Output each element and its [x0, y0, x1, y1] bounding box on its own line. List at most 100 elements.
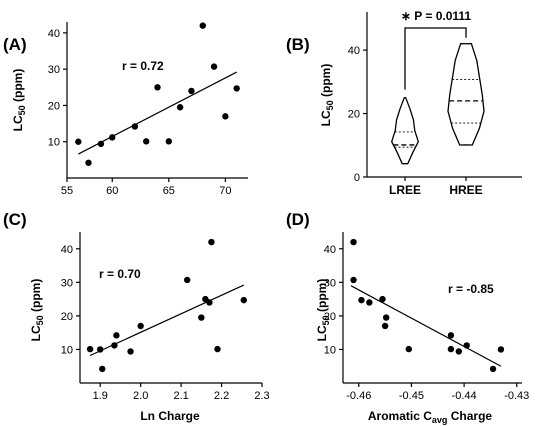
y-axis-label: LC50 (ppm) — [11, 69, 27, 132]
data-point — [199, 22, 206, 29]
y-axis-label-subscript: 50 — [321, 315, 331, 325]
x-tick-label: 55 — [61, 185, 73, 197]
x-tick-label: 2.3 — [254, 390, 269, 402]
data-point — [131, 123, 139, 130]
data-point — [113, 332, 120, 339]
panel-2: 1.9 2.0 2.1 2.2 2.3 10 20 30 40 (C) r = 0.70 LC50 (… — [3, 210, 270, 423]
y-tick-label: 20 — [48, 100, 60, 112]
data-point — [85, 159, 92, 166]
y-tick-label: 0 — [354, 172, 360, 184]
correlation-label: r = 0.70 — [99, 267, 141, 281]
y-tick-label: 20 — [61, 311, 73, 323]
data-point — [206, 299, 213, 306]
data-point — [455, 348, 463, 355]
x-tick-label: -0.44 — [452, 390, 477, 402]
y-tick-label: 10 — [61, 344, 73, 356]
data-point — [208, 238, 215, 246]
y-axis-label: LC50 (ppm) — [29, 279, 45, 342]
data-point — [240, 296, 247, 304]
panel-label: (C) — [3, 210, 27, 229]
x-tick-label: 70 — [219, 185, 231, 197]
data-point — [154, 84, 161, 91]
x-tick-label: -0.46 — [346, 390, 371, 402]
data-point — [489, 365, 497, 373]
data-point — [210, 63, 218, 70]
data-point — [366, 299, 373, 306]
data-point — [165, 138, 173, 145]
y-tick-label: 20 — [324, 311, 336, 323]
data-point — [75, 138, 82, 145]
data-point — [233, 85, 240, 92]
data-point — [350, 276, 357, 284]
y-tick-label: 30 — [61, 277, 73, 289]
y-tick-label: 40 — [348, 45, 360, 57]
data-point — [109, 134, 116, 141]
data-point — [198, 314, 205, 321]
regression-line — [78, 71, 237, 155]
data-point — [97, 140, 105, 148]
data-point — [497, 346, 505, 353]
y-tick-label: 30 — [324, 277, 336, 289]
y-tick-label: 10 — [48, 137, 60, 149]
y-axis-label: LC50 (ppm) — [319, 64, 335, 127]
y-axis-label-subscript: 50 — [325, 100, 335, 110]
y-tick-label: 40 — [61, 244, 73, 256]
y-axis-label-subscript: 50 — [17, 105, 27, 115]
data-point — [86, 345, 94, 353]
y-tick-label: 30 — [48, 64, 60, 76]
panel-0: 55 60 65 70 10 20 30 40 (A) r = 0.72 LC50 (ppm) — [3, 22, 248, 197]
significance-bracket — [404, 27, 467, 90]
x-axis-label: Aromatic Cavg Charge — [368, 409, 493, 425]
y-axis-label-subscript: 50 — [35, 315, 45, 325]
correlation-label: r = -0.85 — [448, 282, 494, 296]
data-point — [97, 346, 104, 353]
x-tick-label: 2.1 — [173, 390, 188, 402]
x-tick-label: 65 — [163, 185, 175, 197]
y-tick-label: 40 — [324, 244, 336, 256]
data-point — [447, 332, 455, 339]
violin-hree — [447, 43, 485, 146]
panel-label: (D) — [286, 210, 310, 229]
x-axis-label: Ln Charge — [140, 409, 200, 423]
data-point — [111, 342, 118, 349]
data-point — [99, 365, 106, 373]
x-tick-label: 2.2 — [214, 390, 229, 402]
category-label: HREE — [449, 183, 482, 197]
data-point — [142, 138, 150, 145]
x-tick-label: -0.45 — [399, 390, 424, 402]
data-point — [382, 314, 390, 321]
data-point — [127, 348, 134, 355]
x-tick-label: 2.0 — [133, 390, 148, 402]
regression-line — [350, 285, 502, 367]
data-point — [379, 295, 386, 303]
data-point — [176, 104, 184, 111]
x-tick-label: 1.9 — [93, 390, 108, 402]
data-point — [447, 345, 455, 353]
violin-lree — [391, 97, 419, 165]
category-label: LREE — [389, 183, 421, 197]
data-point — [381, 322, 389, 330]
panel-3: -0.46 -0.45 -0.44 -0.43 10 20 30 40 (D) r = -0.85… — [286, 210, 529, 425]
x-tick-label: 60 — [106, 185, 118, 197]
y-tick-label: 10 — [324, 344, 336, 356]
significance-label: ∗ P = 0.0111 — [401, 9, 472, 23]
x-tick-label: -0.43 — [504, 390, 529, 402]
y-tick-label: 40 — [48, 28, 60, 40]
data-point — [405, 345, 413, 353]
data-point — [137, 322, 144, 330]
data-point — [214, 345, 221, 353]
x-axis-label-subscript: avg — [432, 415, 448, 425]
data-point — [183, 276, 191, 284]
data-point — [188, 87, 195, 95]
panel-label: (B) — [286, 35, 310, 54]
data-point — [463, 342, 470, 349]
data-point — [350, 238, 357, 246]
panel-label: (A) — [3, 35, 27, 54]
y-tick-label: 20 — [348, 109, 360, 121]
data-point — [222, 113, 229, 120]
correlation-label: r = 0.72 — [122, 59, 164, 73]
y-axis-label: LC50 (ppm) — [315, 279, 331, 342]
panel-1: 0 20 40 LREE HREE ∗ P = 0.0111 (B) LC50 (ppm) — [286, 9, 522, 197]
data-point — [358, 296, 365, 304]
